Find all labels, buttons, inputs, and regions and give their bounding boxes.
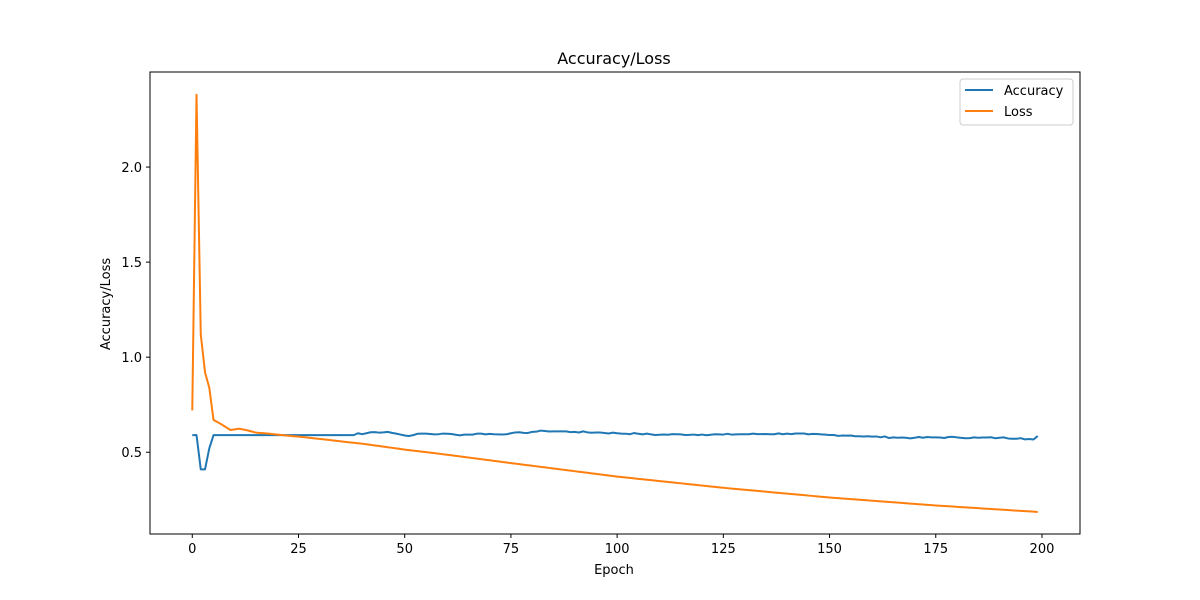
y-tick-label: 1.0	[121, 351, 142, 366]
y-tick-label: 0.5	[121, 446, 142, 461]
y-axis: 0.5 1.0 1.5 2.0	[121, 161, 150, 461]
x-tick-label: 125	[711, 542, 736, 557]
x-tick-label: 100	[605, 542, 630, 557]
x-tick-label: 25	[290, 542, 307, 557]
legend-label-loss: Loss	[1004, 105, 1033, 120]
axes-frame	[149, 71, 1081, 535]
chart-title: Accuracy/Loss	[557, 49, 671, 68]
plot-area	[191, 93, 1039, 513]
y-axis-label: Accuracy/Loss	[99, 258, 114, 350]
y-tick-label: 1.5	[121, 256, 142, 271]
x-tick-label: 0	[188, 542, 196, 557]
x-tick-label: 175	[923, 542, 948, 557]
legend-label-accuracy: Accuracy	[1004, 84, 1064, 99]
y-tick-label: 2.0	[121, 161, 142, 176]
legend: Accuracy Loss	[959, 78, 1074, 126]
x-tick-label: 150	[817, 542, 842, 557]
x-axis: 0 25 50 75 100 125 150 175 200	[188, 534, 1054, 557]
series-line-accuracy	[192, 429, 1039, 471]
x-axis-label: Epoch	[594, 563, 634, 578]
series-line-loss	[191, 93, 1038, 513]
x-tick-label: 200	[1030, 542, 1055, 557]
x-tick-label: 75	[503, 542, 520, 557]
x-tick-label: 50	[396, 542, 413, 557]
